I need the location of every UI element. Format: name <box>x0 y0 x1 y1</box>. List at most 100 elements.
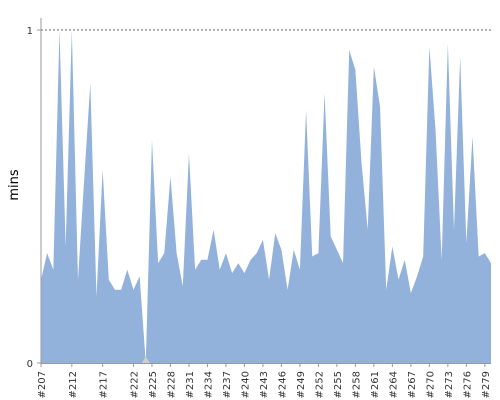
data-point[interactable] <box>335 248 339 252</box>
data-point[interactable] <box>279 248 283 252</box>
data-point[interactable] <box>131 288 135 292</box>
data-point[interactable] <box>51 268 55 272</box>
data-point[interactable] <box>366 228 370 232</box>
data-point[interactable] <box>101 168 105 172</box>
data-point[interactable] <box>477 254 481 258</box>
data-point[interactable] <box>261 238 265 242</box>
data-point[interactable] <box>107 278 111 282</box>
data-point[interactable] <box>310 254 314 258</box>
data-point[interactable] <box>403 258 407 262</box>
data-point[interactable] <box>483 251 487 255</box>
x-tick-label: #279 <box>481 371 492 398</box>
x-tick-label: #267 <box>407 371 418 398</box>
data-point[interactable] <box>249 258 253 262</box>
x-tick-label: #243 <box>259 371 270 398</box>
data-point[interactable] <box>168 175 172 179</box>
data-point[interactable] <box>329 234 333 238</box>
data-point[interactable] <box>119 288 123 292</box>
x-tick-label: #212 <box>68 371 79 398</box>
x-tick-label: #270 <box>425 371 436 398</box>
data-point[interactable] <box>57 28 61 32</box>
x-tick-label: #225 <box>148 371 159 398</box>
data-point[interactable] <box>471 135 475 139</box>
data-point[interactable] <box>94 294 98 298</box>
data-point[interactable] <box>64 244 68 248</box>
data-point[interactable] <box>421 254 425 258</box>
data-point[interactable] <box>378 105 382 109</box>
data-point[interactable] <box>218 268 222 272</box>
data-point[interactable] <box>427 45 431 49</box>
data-point[interactable] <box>415 274 419 278</box>
data-point[interactable] <box>88 81 92 85</box>
failed-build-marker <box>141 356 150 363</box>
data-point[interactable] <box>150 138 154 142</box>
y-tick-label: 1 <box>27 26 33 37</box>
x-tick-label: #237 <box>222 371 233 398</box>
x-tick-label: #276 <box>462 371 473 398</box>
data-point[interactable] <box>162 251 166 255</box>
data-point[interactable] <box>360 161 364 165</box>
x-tick-label: #222 <box>129 371 140 398</box>
data-point[interactable] <box>390 244 394 248</box>
data-point[interactable] <box>372 65 376 69</box>
data-point[interactable] <box>212 228 216 232</box>
data-point[interactable] <box>175 251 179 255</box>
x-tick-label: #231 <box>185 371 196 398</box>
data-point[interactable] <box>76 278 80 282</box>
x-tick-label: #255 <box>333 371 344 398</box>
x-tick-label: #258 <box>351 371 362 398</box>
data-point[interactable] <box>224 251 228 255</box>
x-tick-label: #217 <box>99 371 110 398</box>
x-tick-label: #252 <box>314 371 325 398</box>
data-point[interactable] <box>409 291 413 295</box>
data-point[interactable] <box>458 55 462 59</box>
data-point[interactable] <box>304 108 308 112</box>
data-point[interactable] <box>397 278 401 282</box>
data-point[interactable] <box>255 251 259 255</box>
duration-area <box>41 30 491 363</box>
data-point[interactable] <box>199 258 203 262</box>
data-point[interactable] <box>156 261 160 265</box>
data-point[interactable] <box>446 41 450 45</box>
data-point[interactable] <box>181 284 185 288</box>
y-tick-label: 0 <box>27 359 33 370</box>
data-point[interactable] <box>138 274 142 278</box>
data-point[interactable] <box>193 268 197 272</box>
data-point[interactable] <box>292 248 296 252</box>
data-point[interactable] <box>125 268 129 272</box>
x-tick-label: #240 <box>240 371 251 398</box>
data-point[interactable] <box>230 271 234 275</box>
x-tick-label: #264 <box>388 371 399 398</box>
data-point[interactable] <box>384 288 388 292</box>
data-point[interactable] <box>464 241 468 245</box>
x-tick-label: #207 <box>37 371 48 398</box>
data-point[interactable] <box>341 261 345 265</box>
x-tick-label: #273 <box>444 371 455 398</box>
data-point[interactable] <box>286 288 290 292</box>
y-axis-label: mins <box>7 169 22 201</box>
data-point[interactable] <box>434 128 438 132</box>
x-tick-label: #261 <box>370 371 381 398</box>
data-point[interactable] <box>273 231 277 235</box>
data-point[interactable] <box>242 271 246 275</box>
x-tick-label: #246 <box>277 371 288 398</box>
data-point[interactable] <box>70 28 74 32</box>
data-point[interactable] <box>347 48 351 52</box>
data-point[interactable] <box>316 251 320 255</box>
data-point[interactable] <box>440 258 444 262</box>
x-tick-label: #228 <box>166 371 177 398</box>
data-point[interactable] <box>45 251 49 255</box>
data-point[interactable] <box>353 68 357 72</box>
data-point[interactable] <box>489 261 493 265</box>
data-point[interactable] <box>298 268 302 272</box>
data-point[interactable] <box>113 288 117 292</box>
data-point[interactable] <box>205 258 209 262</box>
data-point[interactable] <box>323 91 327 95</box>
data-point[interactable] <box>452 228 456 232</box>
data-point[interactable] <box>187 151 191 155</box>
data-point[interactable] <box>82 178 86 182</box>
data-point[interactable] <box>236 261 240 265</box>
data-point[interactable] <box>267 278 271 282</box>
